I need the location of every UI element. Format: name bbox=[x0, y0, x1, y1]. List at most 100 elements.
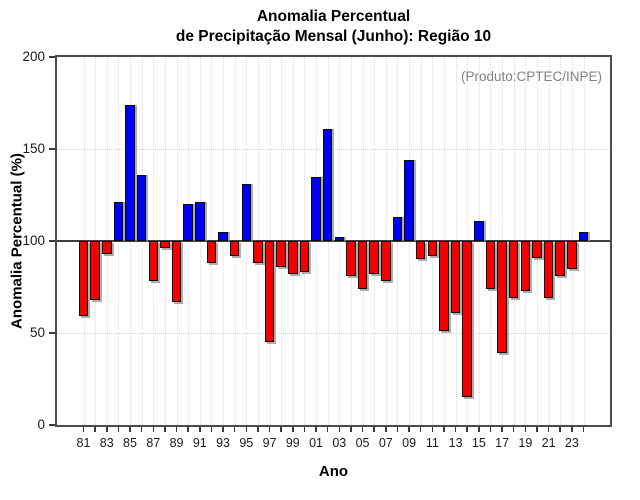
x-tick bbox=[292, 427, 294, 432]
x-tick-label-85: 85 bbox=[123, 436, 137, 450]
x-tick bbox=[117, 427, 120, 432]
x-tick-label-81: 81 bbox=[76, 436, 91, 450]
x-tick-label-07: 07 bbox=[378, 436, 393, 450]
x-tick bbox=[268, 427, 271, 432]
x-tick bbox=[326, 427, 329, 432]
horizontal-gridline-150 bbox=[57, 149, 610, 150]
x-tick bbox=[524, 427, 527, 432]
bar-20 bbox=[532, 241, 542, 258]
bar-15 bbox=[474, 220, 484, 241]
x-tick bbox=[571, 427, 573, 432]
chart-title: Anomalia Percentual de Precipitação Mens… bbox=[57, 7, 610, 47]
bar-01 bbox=[311, 176, 321, 241]
x-tick bbox=[257, 427, 259, 432]
bar-89 bbox=[171, 241, 182, 302]
bar-91 bbox=[195, 202, 205, 241]
x-tick bbox=[536, 427, 538, 432]
bar-09 bbox=[404, 160, 414, 241]
bar-03 bbox=[334, 237, 345, 241]
bar-95 bbox=[241, 183, 252, 241]
bar-24 bbox=[578, 231, 589, 241]
x-tick bbox=[489, 427, 492, 432]
x-tick-label-83: 83 bbox=[99, 436, 114, 450]
bar-16 bbox=[485, 241, 496, 289]
bar-98 bbox=[276, 241, 286, 267]
x-tick bbox=[280, 427, 282, 432]
bar-05 bbox=[357, 241, 368, 289]
bar-21 bbox=[543, 241, 554, 299]
x-tick bbox=[94, 427, 96, 432]
x-tick bbox=[396, 427, 399, 432]
bar-13 bbox=[450, 241, 461, 313]
x-tick-label-89: 89 bbox=[169, 436, 184, 450]
bar-00 bbox=[299, 241, 310, 273]
bar-19 bbox=[520, 241, 531, 291]
x-tick bbox=[140, 427, 143, 432]
x-tick-label-13: 13 bbox=[448, 436, 463, 450]
x-tick-label-09: 09 bbox=[402, 436, 417, 450]
y-tick-label-150: 150 bbox=[22, 141, 45, 156]
x-tick bbox=[373, 427, 375, 432]
y-tick-label-50: 50 bbox=[29, 325, 45, 340]
x-tick bbox=[222, 427, 224, 432]
x-tick bbox=[419, 427, 422, 432]
x-tick bbox=[443, 427, 445, 432]
x-tick bbox=[210, 427, 213, 432]
x-tick bbox=[245, 427, 248, 432]
chart-title-line2: de Precipitação Mensal (Junho): Região 1… bbox=[175, 28, 492, 45]
bar-88 bbox=[160, 241, 170, 249]
bar-12 bbox=[439, 241, 449, 332]
bar-23 bbox=[567, 241, 577, 269]
y-tick bbox=[49, 332, 55, 334]
x-tick-label-97: 97 bbox=[262, 436, 277, 450]
x-tick bbox=[199, 427, 201, 432]
y-tick-label-200: 200 bbox=[22, 49, 45, 64]
y-tick bbox=[49, 148, 55, 150]
bar-04 bbox=[346, 241, 356, 276]
bar-14 bbox=[462, 241, 472, 398]
x-tick-label-01: 01 bbox=[309, 436, 323, 450]
x-tick bbox=[350, 427, 352, 432]
x-tick bbox=[233, 427, 236, 432]
y-tick bbox=[49, 56, 55, 58]
x-tick bbox=[512, 427, 515, 432]
x-tick-label-11: 11 bbox=[425, 436, 439, 450]
x-tick bbox=[466, 427, 468, 432]
x-tick bbox=[478, 427, 480, 432]
x-tick-label-91: 91 bbox=[192, 436, 207, 450]
x-tick bbox=[559, 427, 561, 432]
bar-07 bbox=[381, 241, 391, 282]
bar-99 bbox=[288, 241, 298, 275]
x-tick-label-17: 17 bbox=[495, 436, 510, 450]
x-axis-title: Ano bbox=[318, 463, 349, 480]
x-tick-label-19: 19 bbox=[518, 436, 533, 450]
plot-area: (Produto:CPTEC/INPE) bbox=[57, 57, 610, 425]
x-tick-label-23: 23 bbox=[564, 436, 579, 450]
bar-22 bbox=[555, 241, 565, 276]
bar-17 bbox=[497, 241, 507, 354]
bar-18 bbox=[508, 241, 519, 299]
bar-83 bbox=[101, 241, 112, 254]
x-tick bbox=[547, 427, 550, 432]
bar-92 bbox=[206, 241, 217, 264]
bar-97 bbox=[264, 241, 275, 343]
x-tick-label-03: 03 bbox=[332, 436, 347, 450]
x-tick-label-87: 87 bbox=[146, 436, 161, 450]
x-tick bbox=[82, 427, 85, 432]
x-tick-label-99: 99 bbox=[285, 436, 300, 450]
bar-84 bbox=[113, 202, 124, 241]
x-tick bbox=[385, 427, 387, 432]
x-tick bbox=[501, 427, 503, 432]
x-tick bbox=[152, 427, 155, 432]
x-tick bbox=[315, 427, 317, 432]
x-tick bbox=[187, 427, 189, 432]
x-tick bbox=[361, 427, 364, 432]
y-tick-label-0: 0 bbox=[37, 417, 45, 432]
x-tick bbox=[454, 427, 457, 432]
bar-93 bbox=[218, 231, 228, 241]
bar-94 bbox=[229, 241, 240, 256]
bar-11 bbox=[427, 241, 438, 256]
y-tick bbox=[49, 424, 55, 426]
x-tick-label-95: 95 bbox=[239, 436, 254, 450]
source-annotation: (Produto:CPTEC/INPE) bbox=[460, 69, 602, 84]
